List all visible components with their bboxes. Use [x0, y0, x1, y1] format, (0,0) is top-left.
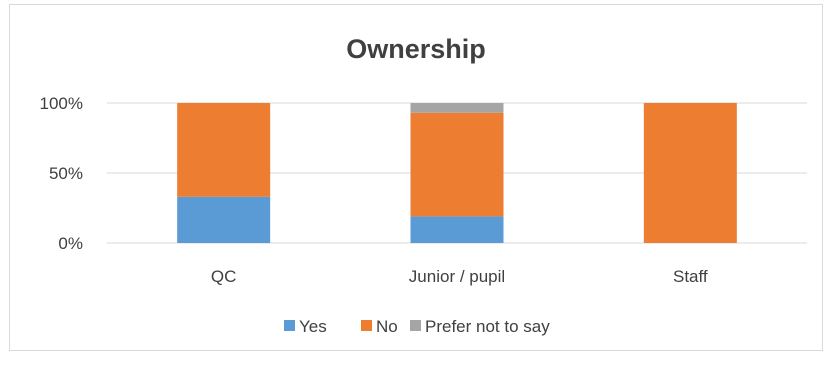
bars [177, 103, 737, 243]
legend-label-no: No [376, 317, 398, 336]
x-tick-label: Junior / pupil [409, 267, 505, 286]
y-tick-label: 0% [58, 234, 83, 253]
x-tick-label: QC [211, 267, 237, 286]
legend-label-yes: Yes [299, 317, 327, 336]
y-tick-label: 50% [49, 164, 83, 183]
bar-prefer-not-to-say-junior-pupil [410, 103, 504, 113]
bar-no-qc [177, 103, 271, 197]
y-axis-ticks: 0% 50% 100% [40, 94, 83, 253]
bar-yes-junior-pupil [410, 216, 504, 243]
bar-no-staff [643, 103, 737, 243]
y-tick-label: 100% [40, 94, 83, 113]
x-tick-label: Staff [673, 267, 708, 286]
legend-swatch-yes [284, 320, 295, 331]
legend-swatch-no [361, 320, 372, 331]
legend-label-prefer-not-to-say: Prefer not to say [425, 317, 550, 336]
bar-no-junior-pupil [410, 112, 504, 217]
x-axis-ticks: QC Junior / pupil Staff [211, 267, 708, 286]
chart-title: Ownership [346, 34, 486, 64]
bar-yes-qc [177, 196, 271, 243]
legend-swatch-prefer-not-to-say [410, 320, 421, 331]
legend: Yes No Prefer not to say [284, 317, 550, 336]
